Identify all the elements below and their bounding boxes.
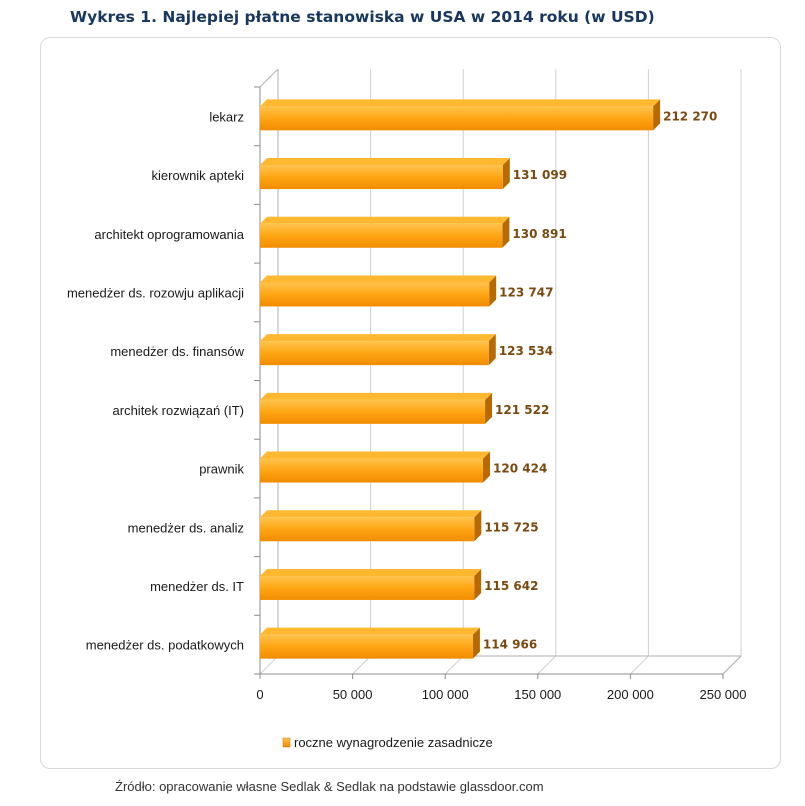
value-label: 212 270 bbox=[663, 109, 717, 123]
x-tick-label: 100 000 bbox=[422, 687, 469, 702]
x-tick-label: 200 000 bbox=[607, 687, 654, 702]
bar-top-face bbox=[260, 158, 510, 166]
bar-top-face bbox=[260, 275, 497, 283]
gridline-floor bbox=[259, 655, 279, 675]
bar-end-face bbox=[485, 392, 493, 424]
bar bbox=[260, 634, 473, 659]
bar bbox=[260, 575, 475, 600]
bar-top-face bbox=[260, 216, 510, 224]
bar bbox=[260, 223, 503, 248]
x-axis-right-edge bbox=[722, 655, 742, 675]
bar bbox=[260, 399, 486, 424]
x-tick-label: 50 000 bbox=[333, 687, 373, 702]
legend-swatch bbox=[282, 737, 291, 748]
bar-end-face bbox=[653, 99, 661, 131]
x-tick-label: 250 000 bbox=[700, 687, 747, 702]
bar-end-face bbox=[472, 627, 480, 659]
bar-top-face bbox=[260, 627, 480, 635]
chart-title: Wykres 1. Najlepiej płatne stanowiska w … bbox=[70, 8, 655, 26]
value-label: 115 642 bbox=[484, 579, 538, 593]
labels: 0 50 000 100 000 150 000 200 000 250 000 lekar… bbox=[67, 109, 747, 702]
category-label: prawnik bbox=[199, 462, 244, 477]
bar bbox=[260, 458, 484, 483]
bar-top-face bbox=[260, 392, 493, 400]
value-label: 121 522 bbox=[495, 403, 549, 417]
value-label: 130 891 bbox=[512, 227, 566, 241]
category-label: menedżer ds. analiz bbox=[128, 520, 244, 535]
bar-end-face bbox=[502, 158, 510, 190]
bar-chart: 0 50 000 100 000 150 000 200 000 250 000 lekar… bbox=[67, 68, 747, 750]
category-label: menedżer ds. rozowju aplikacji bbox=[67, 285, 244, 300]
value-label: 114 966 bbox=[483, 638, 537, 652]
bar-end-face bbox=[474, 568, 482, 600]
value-label: 123 747 bbox=[499, 285, 553, 299]
gridline-floor bbox=[444, 655, 464, 675]
value-label: 123 534 bbox=[499, 344, 553, 358]
value-label: 120 424 bbox=[493, 462, 547, 476]
bar-end-face bbox=[488, 334, 496, 366]
gridline-floor bbox=[630, 655, 649, 675]
category-label: architek rozwiązań (IT) bbox=[113, 403, 244, 418]
category-label: architekt oprogramowania bbox=[94, 227, 244, 242]
bar bbox=[260, 341, 489, 366]
bars bbox=[260, 99, 661, 659]
bar-top-face bbox=[260, 568, 482, 576]
value-label: 115 725 bbox=[484, 520, 538, 534]
value-label: 131 099 bbox=[513, 168, 567, 182]
bar bbox=[260, 282, 490, 307]
category-label: lekarz bbox=[209, 109, 244, 124]
bar-top-face bbox=[260, 510, 482, 518]
bar-end-face bbox=[502, 216, 510, 248]
x-tick-label: 150 000 bbox=[514, 687, 561, 702]
bar-top-face bbox=[260, 334, 496, 342]
bar bbox=[260, 517, 475, 542]
legend-label: roczne wynagrodzenie zasadnicze bbox=[294, 735, 493, 750]
gridline-floor bbox=[537, 655, 557, 675]
bar-top-face bbox=[260, 99, 661, 107]
bar-end-face bbox=[474, 510, 482, 542]
bar-end-face bbox=[489, 275, 497, 307]
bar-top-face bbox=[260, 451, 491, 459]
category-label: menedżer ds. finansów bbox=[110, 344, 244, 359]
legend: roczne wynagrodzenie zasadnicze bbox=[282, 735, 493, 750]
bar bbox=[260, 106, 654, 131]
y-axis-top-edge bbox=[259, 68, 279, 88]
source-note: Źródło: opracowanie własne Sedlak & Sedl… bbox=[115, 779, 544, 794]
bar bbox=[260, 165, 503, 190]
x-tick-label: 0 bbox=[256, 687, 263, 702]
gridline-floor bbox=[352, 655, 371, 675]
category-label: kierownik apteki bbox=[152, 168, 245, 183]
bar-end-face bbox=[483, 451, 491, 483]
category-label: menedżer ds. IT bbox=[150, 579, 244, 594]
category-label: menedżer ds. podatkowych bbox=[86, 638, 244, 653]
